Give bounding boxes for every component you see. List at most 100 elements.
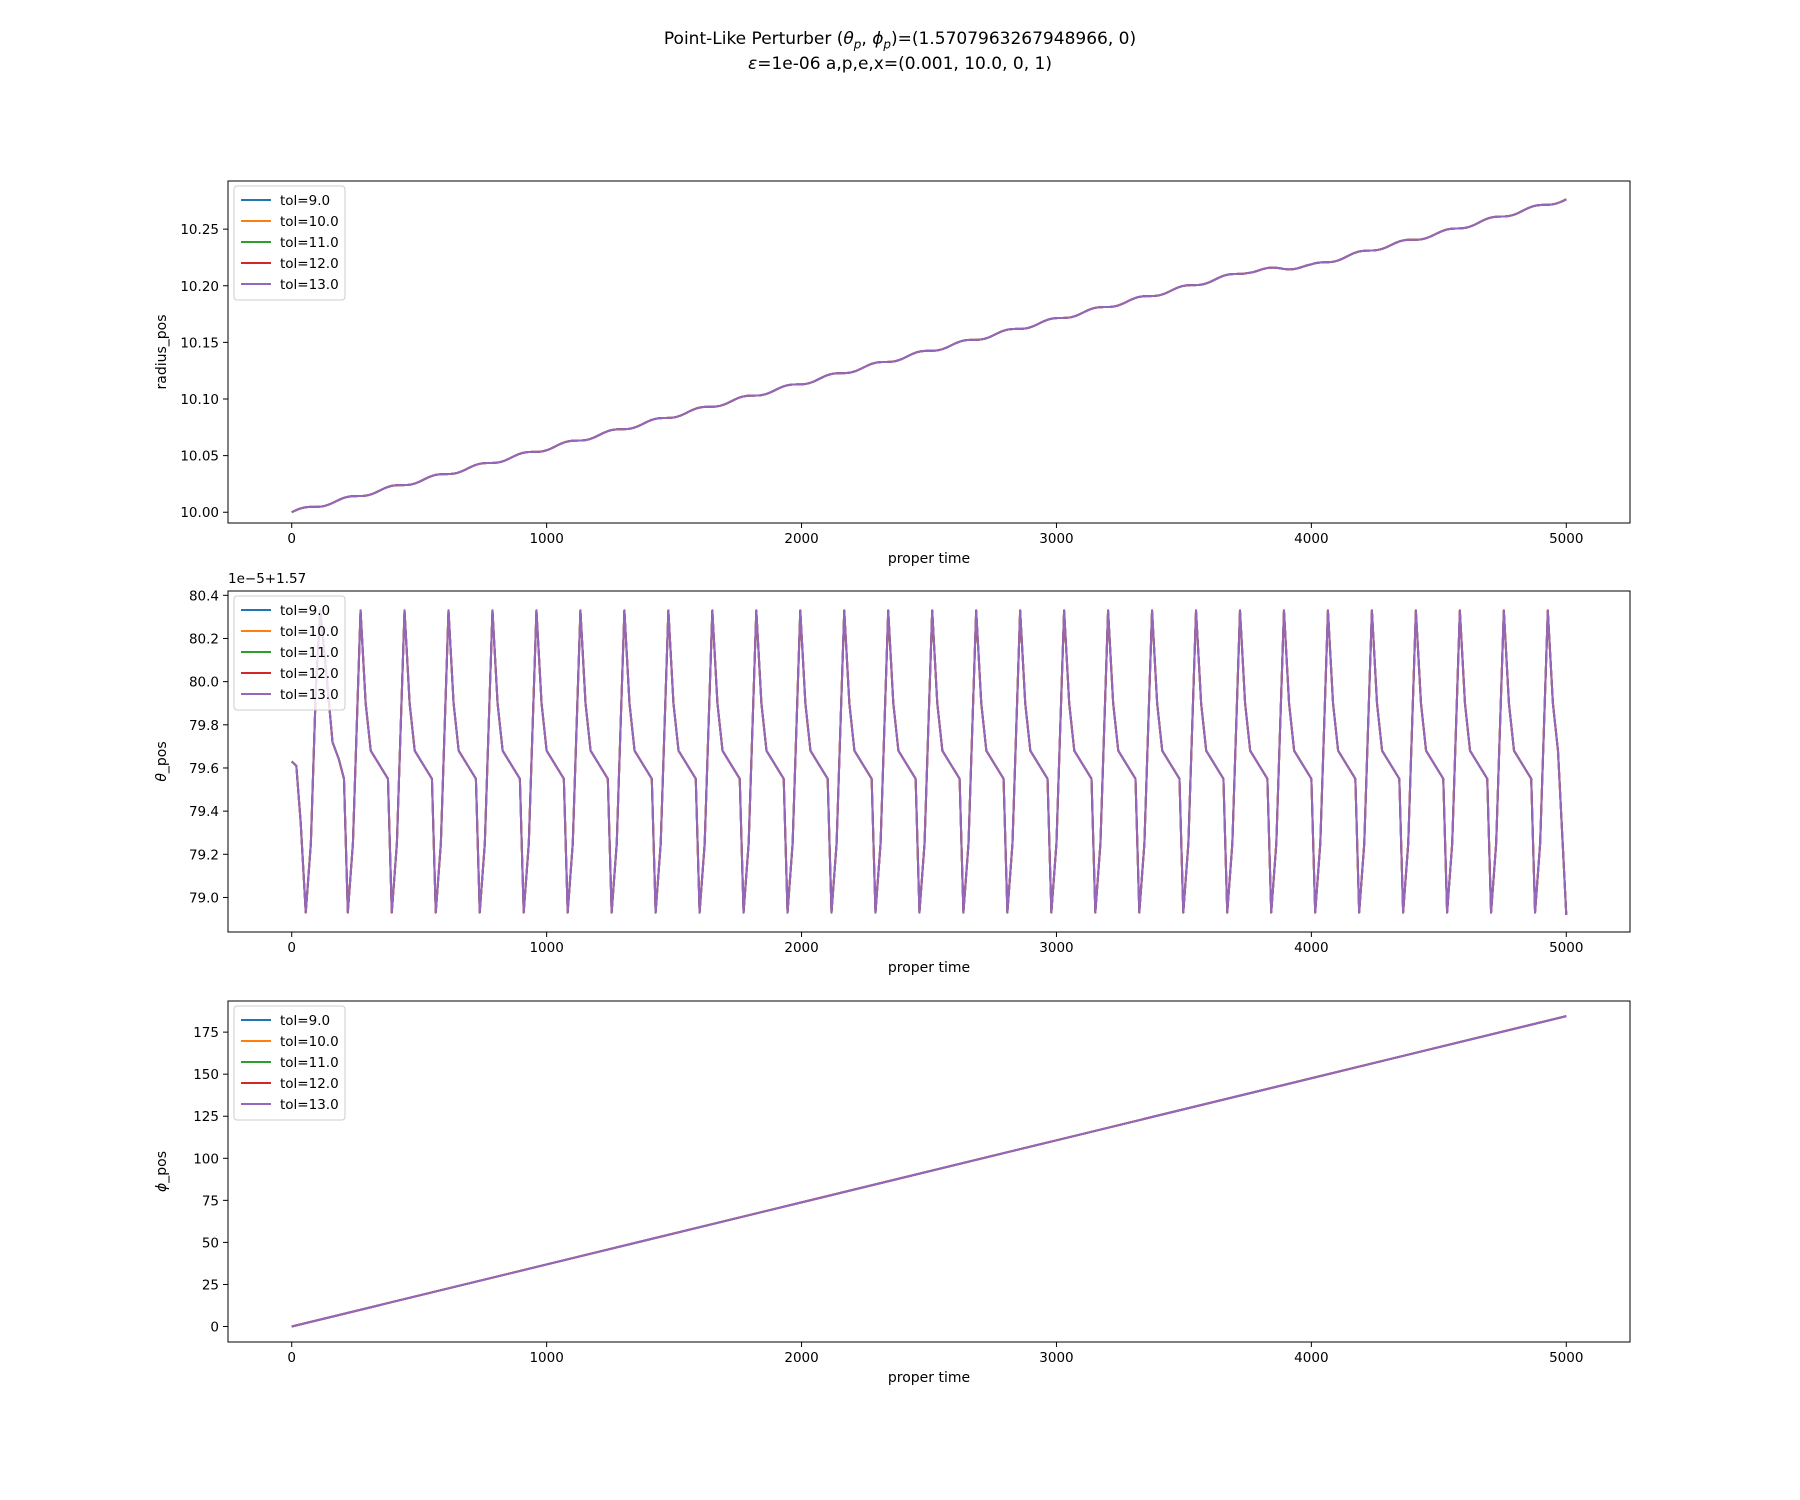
series-line-tol-9-0 [291,198,1567,514]
x-tick-label: 4000 [1294,1350,1328,1366]
legend-label: tol=11.0 [280,645,339,661]
y-tick-label: 10.05 [180,449,219,465]
y-axis-label: ϕ_pos [154,1151,170,1192]
x-axis-label: proper time [888,551,970,567]
axes-frame [227,590,1631,933]
y-tick-label: 125 [193,1109,219,1125]
legend-label: tol=13.0 [280,687,339,703]
y-tick-label: 50 [202,1235,219,1251]
y-tick-label: 150 [193,1067,219,1083]
title-theta-symbol: θ [843,29,854,49]
legend-label: tol=12.0 [280,256,339,272]
x-tick-label: 4000 [1294,531,1328,547]
x-tick-label: 5000 [1549,1350,1583,1366]
title-prefix: Point-Like Perturber ( [663,29,844,49]
y-tick-label: 75 [202,1193,219,1209]
x-tick-label: 3000 [1039,531,1073,547]
legend: tol=9.0 tol=10.0 tol=11.0 tol=12.0 tol=13.0 [233,1005,346,1121]
legend: tol=9.0 tol=10.0 tol=11.0 tol=12.0 tol=13.0 [233,185,346,301]
x-tick-label: 5000 [1549,531,1583,547]
x-tick-label: 3000 [1039,1350,1073,1366]
legend-label: tol=12.0 [280,1076,339,1092]
x-tick-label: 1000 [529,940,563,956]
legend: tol=9.0 tol=10.0 tol=11.0 tol=12.0 tol=13.0 [233,595,346,711]
legend-label: tol=9.0 [280,603,330,619]
title-phi-symbol: ϕ [872,29,884,49]
title-suffix: )=(1.5707963267948966, 0) [891,29,1137,49]
x-tick-label: 3000 [1039,940,1073,956]
x-tick-label: 2000 [784,531,818,547]
subplot-3: 0 1000 2000 3000 4000 5000 0 25 50 75 100 125 150 175… [154,1000,1631,1386]
series-line-tol-10-0 [291,198,1567,514]
y-tick-label: 80.0 [189,675,219,691]
legend-label: tol=9.0 [280,193,330,209]
title-theta-subscript: p [853,37,862,52]
legend-frame [233,595,346,711]
y-axis-label-symbol: θ [154,773,170,782]
series-lines [291,609,1568,915]
y-axis-label-symbol: ϕ [154,1183,170,1192]
title-separator: , [861,29,873,49]
y-tick-label: 79.2 [189,847,219,863]
series-line-tol-13-0 [291,609,1568,915]
figure-title-line1: Point-Like Perturber (θp, ϕp)=(1.5707963… [0,29,1800,54]
legend-label: tol=10.0 [280,624,339,640]
series-line-tol-11-0 [291,198,1567,514]
x-tick-label: 1000 [529,1350,563,1366]
legend-frame [233,1005,346,1121]
legend-label: tol=13.0 [280,277,339,293]
series-line-tol-12-0 [291,198,1567,514]
figure-title-line2: ε=1e-06 a,p,e,x=(0.001, 10.0, 0, 1) [0,54,1800,74]
y-axis-label: radius_pos [154,314,170,389]
legend-label: tol=12.0 [280,666,339,682]
subplot-1: 0 1000 2000 3000 4000 5000 10.00 10.05 10.10 10.1… [154,180,1631,567]
title-phi-subscript: p [883,37,892,52]
y-axis-label-suffix: _pos [154,741,170,774]
series-lines [291,1015,1567,1328]
legend-label: tol=11.0 [280,1055,339,1071]
y-tick-label: 100 [193,1151,219,1167]
legend-label: tol=10.0 [280,1034,339,1050]
x-tick-label: 5000 [1549,940,1583,956]
y-axis-label: θ_pos [154,741,170,781]
axes-frame [227,180,1631,524]
y-offset-text: 1e−5+1.57 [228,571,306,587]
y-tick-label: 80.2 [189,631,219,647]
y-tick-label: 25 [202,1277,219,1293]
y-tick-label: 10.15 [180,335,219,351]
y-tick-label: 80.4 [189,588,219,604]
legend-label: tol=11.0 [280,235,339,251]
y-tick-label: 79.8 [189,718,219,734]
y-tick-label: 79.0 [189,890,219,906]
x-tick-label: 0 [287,940,296,956]
x-tick-label: 4000 [1294,940,1328,956]
x-tick-label: 2000 [784,1350,818,1366]
y-tick-label: 10.20 [180,279,219,295]
y-tick-label: 79.4 [189,804,219,820]
axes-frame [227,1000,1631,1343]
y-tick-label: 0 [210,1320,219,1336]
series-line-tol-13-0 [291,1015,1567,1328]
x-axis-label: proper time [888,960,970,976]
y-tick-label: 10.00 [180,505,219,521]
x-tick-label: 0 [287,531,296,547]
x-tick-label: 2000 [784,940,818,956]
x-tick-label: 1000 [529,531,563,547]
x-axis-label: proper time [888,1370,970,1386]
legend-label: tol=10.0 [280,214,339,230]
title-parameters: =1e-06 a,p,e,x=(0.001, 10.0, 0, 1) [757,54,1052,74]
series-line-tol-13-0 [291,198,1567,514]
y-tick-label: 175 [193,1025,219,1041]
x-tick-label: 0 [287,1350,296,1366]
title-epsilon-symbol: ε [748,54,758,74]
legend-label: tol=13.0 [280,1097,339,1113]
subplot-2: 0 1000 2000 3000 4000 5000 79.0 79.2 79.4 79.6 79.… [154,571,1631,976]
y-tick-label: 10.25 [180,222,219,238]
y-tick-label: 10.10 [180,392,219,408]
legend-frame [233,185,346,301]
legend-label: tol=9.0 [280,1013,330,1029]
series-lines [291,198,1567,514]
y-tick-label: 79.6 [189,761,219,777]
y-axis-label-suffix: _pos [154,1151,170,1184]
